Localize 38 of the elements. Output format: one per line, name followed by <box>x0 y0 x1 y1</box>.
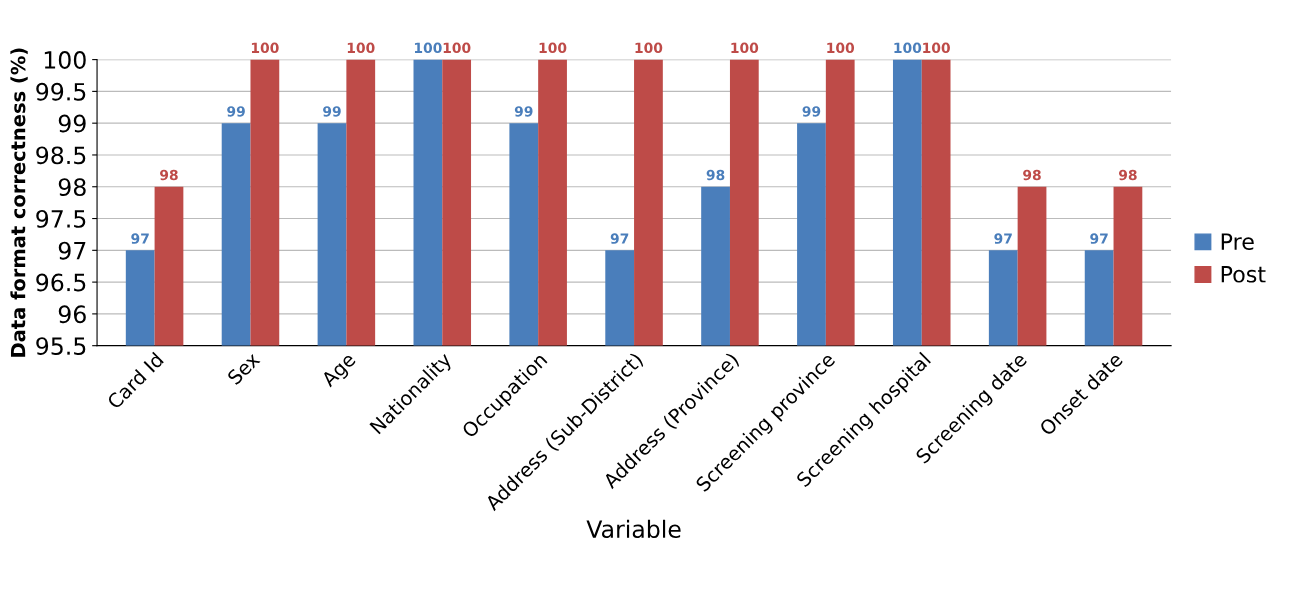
data-label: 100 <box>635 42 663 54</box>
data-label: 97 <box>610 233 629 244</box>
y-tick-label: 100 <box>44 51 86 69</box>
data-label: 100 <box>251 42 279 54</box>
data-label: 99 <box>323 106 341 117</box>
data-label: 97 <box>131 233 149 244</box>
data-label: 100 <box>827 42 855 54</box>
legend-label: Pre <box>1221 233 1254 250</box>
data-label: 98 <box>1118 169 1137 181</box>
y-tick-label: 99.5 <box>36 82 86 101</box>
data-label: 100 <box>443 42 471 54</box>
data-label: 100 <box>731 42 759 54</box>
y-tick-label: 96 <box>58 305 86 324</box>
data-label: 99 <box>802 106 821 117</box>
x-tick-label: Sex <box>226 351 261 386</box>
legend-label: Post <box>1221 266 1266 283</box>
data-label: 100 <box>894 42 922 54</box>
y-tick-label: 96.5 <box>36 273 86 292</box>
y-tick-label: 95.5 <box>36 337 86 355</box>
data-label: 100 <box>414 42 442 54</box>
y-axis-title: Data format correctness (%) <box>10 48 28 357</box>
data-label: 98 <box>1023 169 1041 181</box>
x-tick-label: Age <box>320 351 359 391</box>
y-tick-label: 97 <box>58 241 86 260</box>
y-tick-label: 97.5 <box>36 209 86 228</box>
y-tick-label: 98.5 <box>36 146 86 165</box>
data-label: 99 <box>514 106 533 117</box>
y-tick-label: 99 <box>58 114 86 133</box>
data-label: 100 <box>923 42 950 54</box>
data-label: 100 <box>347 42 375 54</box>
data-label: 100 <box>539 42 567 54</box>
data-label: 99 <box>227 106 245 117</box>
data-label: 97 <box>994 233 1012 244</box>
data-label: 97 <box>1090 233 1108 244</box>
x-axis-title: Variable <box>586 519 681 539</box>
y-tick-label: 98 <box>58 178 86 197</box>
data-label: 98 <box>160 169 178 181</box>
data-label: 98 <box>706 169 725 181</box>
